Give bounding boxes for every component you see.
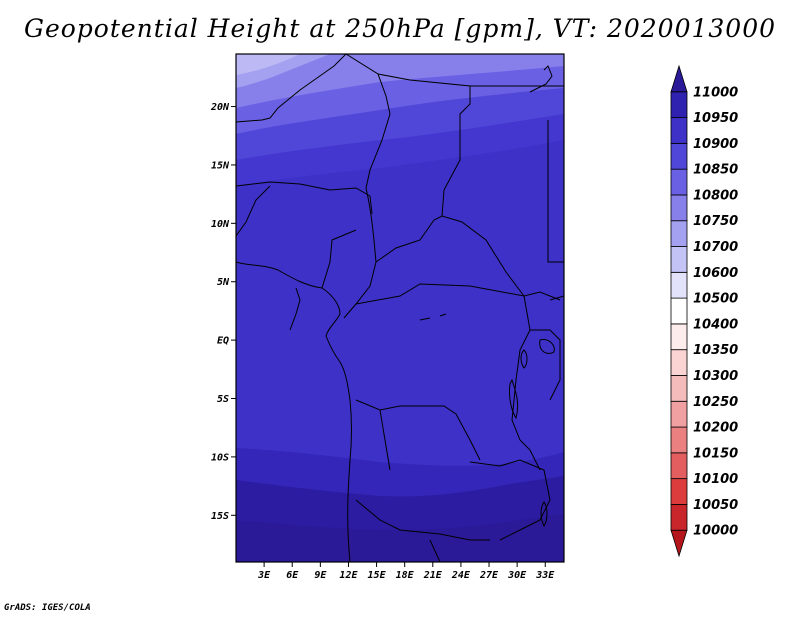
field-band-10750 bbox=[236, 54, 564, 108]
lon-tick-label: 21E bbox=[423, 570, 443, 581]
lat-tick-label: 5S bbox=[217, 394, 229, 405]
lon-tick-label: 18E bbox=[396, 570, 415, 581]
lon-tick-label: 15E bbox=[368, 570, 387, 581]
field-band-south-11050 bbox=[236, 514, 564, 562]
lat-tick-label: 15N bbox=[211, 160, 230, 171]
lon-tick-label: 33E bbox=[535, 570, 555, 581]
colorbar-label: 10250 bbox=[693, 395, 738, 410]
colorbar-label: 10400 bbox=[693, 317, 738, 332]
lon-tick-label: 24E bbox=[451, 570, 471, 581]
colorbar-segment bbox=[670, 117, 688, 144]
colorbar-tip-low bbox=[670, 529, 688, 558]
lon-tick-label: 9E bbox=[314, 570, 327, 581]
colorbar-label: 10500 bbox=[693, 292, 738, 307]
lon-tick-label: 30E bbox=[507, 570, 527, 581]
colorbar-segment bbox=[670, 194, 688, 222]
map-frame bbox=[235, 53, 565, 563]
colorbar-label: 10950 bbox=[693, 111, 738, 126]
lat-tick-label: 15S bbox=[211, 511, 229, 522]
lat-tick-label: 5N bbox=[217, 277, 230, 288]
colorbar-label: 10050 bbox=[693, 498, 738, 513]
colorbar-segment bbox=[670, 504, 688, 531]
colorbar-segment bbox=[670, 349, 688, 376]
colorbar-label: 10800 bbox=[693, 188, 738, 203]
field-band-10650 bbox=[236, 54, 300, 75]
colorbar-label: 10300 bbox=[693, 369, 738, 384]
colorbar-label: 10750 bbox=[693, 214, 738, 229]
colorbar-label: 10700 bbox=[693, 240, 738, 255]
colorbar-label: 10350 bbox=[693, 343, 738, 358]
colorbar-label: 10600 bbox=[693, 266, 738, 281]
colorbar-segment bbox=[670, 323, 688, 351]
lakes bbox=[419, 313, 555, 527]
lon-tick-label: 12E bbox=[339, 570, 358, 581]
coastlines-and-borders bbox=[236, 54, 564, 562]
longitude-axis: 3E 6E 9E 12E 15E 18E 21E 24E 27E 30E 33E bbox=[257, 562, 555, 581]
colorbar-tip-high bbox=[670, 64, 688, 93]
colorbar-segment bbox=[670, 478, 688, 505]
colorbar-segment bbox=[670, 375, 688, 402]
lon-tick-label: 3E bbox=[257, 570, 271, 581]
latitude-axis: 20N 15N 10N 5N EQ 5S 10S 15S bbox=[210, 102, 236, 522]
colorbar-label: 10900 bbox=[693, 137, 738, 152]
colorbar-segment bbox=[670, 426, 688, 454]
colorbar-segment bbox=[670, 297, 688, 325]
colorbar-segment bbox=[670, 220, 688, 247]
lat-tick-label: 10N bbox=[211, 219, 230, 230]
colorbar-segment bbox=[670, 400, 688, 428]
colorbar-segment bbox=[670, 271, 688, 299]
colorbar-label: 10850 bbox=[693, 163, 738, 178]
colorbar-segment bbox=[670, 91, 688, 118]
lon-tick-label: 27E bbox=[479, 570, 499, 581]
colorbar-label: 10150 bbox=[693, 446, 738, 461]
colorbar-label: 10000 bbox=[693, 524, 738, 539]
lat-tick-label: EQ bbox=[217, 336, 229, 347]
lat-tick-label: 10S bbox=[211, 452, 229, 463]
grads-credit: GrADS: IGES/COLA bbox=[4, 603, 91, 613]
map-title: Geopotential Height at 250hPa [gpm], VT:… bbox=[23, 14, 777, 43]
colorbar-segment bbox=[670, 168, 688, 196]
colorbar-segment bbox=[670, 452, 688, 480]
lat-tick-label: 20N bbox=[210, 102, 230, 113]
colorbar-segment bbox=[670, 142, 688, 170]
colorbar-label: 11000 bbox=[693, 85, 738, 100]
colorbar-segment bbox=[670, 246, 688, 273]
colorbar-label: 10100 bbox=[693, 472, 738, 487]
colorbar-label: 10200 bbox=[693, 421, 738, 436]
lon-tick-label: 6E bbox=[286, 570, 299, 581]
